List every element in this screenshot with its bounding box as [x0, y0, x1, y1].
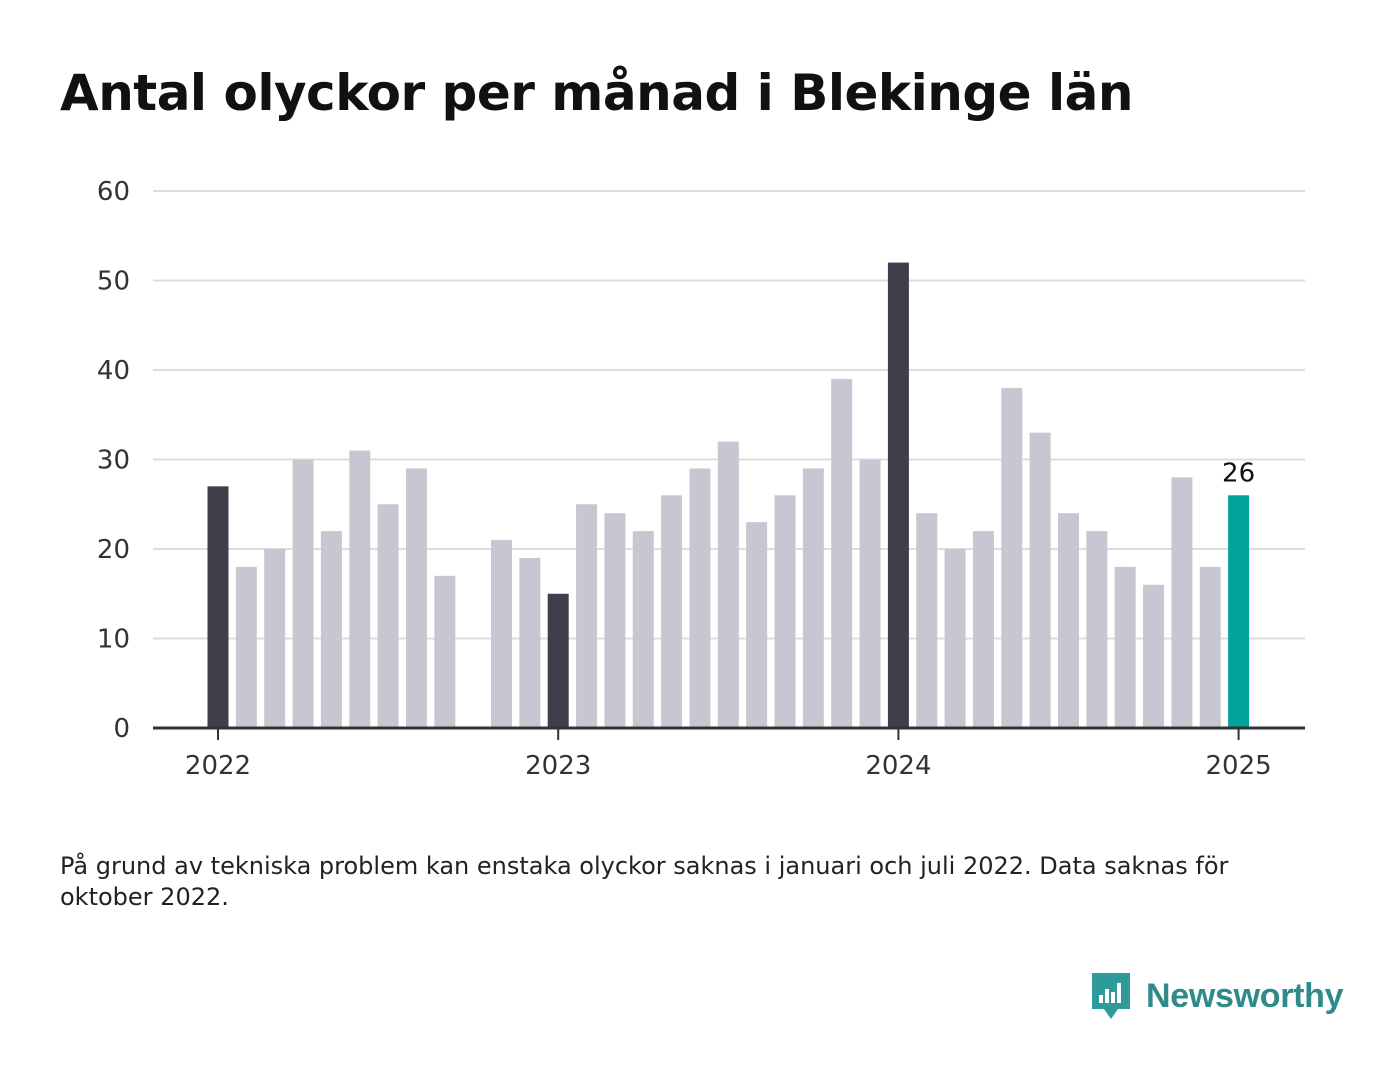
bar-2024-10	[1143, 584, 1165, 728]
bar-2024-03	[944, 549, 966, 728]
y-axis-ticks: 0 10 20 30 40 50 60	[97, 177, 130, 744]
x-axis-ticks: 2022 2023 2024 2025	[185, 728, 1272, 781]
newsworthy-logo-icon	[1092, 973, 1130, 1019]
data-label: 26	[1222, 458, 1255, 488]
y-tick-label: 40	[97, 356, 130, 386]
bar-2023-09	[774, 495, 796, 728]
y-tick-label: 30	[97, 446, 130, 476]
bar-2023-06	[689, 468, 711, 728]
bar-2022-12	[519, 557, 541, 728]
x-tick-label: 2025	[1206, 751, 1272, 781]
y-tick-label: 0	[113, 714, 130, 744]
brand-name: Newsworthy	[1146, 976, 1344, 1015]
y-tick-label: 60	[97, 177, 130, 207]
bar-2024-02	[916, 513, 938, 728]
bar-2024-12	[1199, 566, 1221, 728]
bar-2022-01	[207, 486, 229, 728]
bar-2022-04	[292, 459, 314, 728]
bar-chart: 0 10 20 30 40 50 60 2022 2023 2024 2025 26	[97, 177, 1305, 781]
bar-2025-01	[1228, 495, 1250, 728]
bar-2024-05	[1001, 387, 1023, 728]
x-tick-label: 2023	[525, 751, 591, 781]
brand-logo: Newsworthy	[1090, 970, 1344, 1022]
bar-2022-07	[377, 504, 399, 728]
bar-2023-08	[746, 522, 768, 728]
bar-2022-11	[491, 540, 512, 728]
bars	[207, 262, 1250, 728]
data-labels: 26	[1222, 458, 1255, 488]
bar-2023-10	[802, 468, 824, 728]
bar-2024-07	[1058, 513, 1079, 728]
bar-2024-04	[972, 531, 994, 728]
bar-2024-08	[1086, 531, 1108, 728]
bar-2024-11	[1171, 477, 1193, 728]
bar-2022-09	[434, 575, 456, 728]
bar-2023-05	[661, 495, 683, 728]
bar-2022-06	[349, 450, 371, 728]
bar-2024-06	[1029, 432, 1051, 728]
x-tick-label: 2024	[865, 751, 931, 781]
y-tick-label: 20	[97, 535, 130, 565]
bar-2022-02	[235, 566, 257, 728]
bar-2024-01	[887, 262, 909, 728]
bar-2022-08	[405, 468, 427, 728]
x-tick-label: 2022	[185, 751, 251, 781]
bar-2024-09	[1114, 566, 1136, 728]
chart-title: Antal olyckor per månad i Blekinge län	[60, 64, 1133, 122]
bar-2023-03	[604, 513, 626, 728]
bar-2022-05	[320, 531, 342, 728]
bar-2023-07	[717, 441, 739, 728]
y-tick-label: 10	[97, 625, 130, 655]
bar-2023-11	[831, 378, 853, 728]
bar-2023-01	[547, 593, 569, 728]
bar-2023-12	[859, 459, 881, 728]
bar-2023-04	[632, 531, 654, 728]
bar-2023-02	[576, 504, 598, 728]
y-tick-label: 50	[97, 267, 130, 297]
bar-2022-03	[264, 549, 286, 728]
footnote: På grund av tekniska problem kan enstaka…	[60, 852, 1229, 911]
